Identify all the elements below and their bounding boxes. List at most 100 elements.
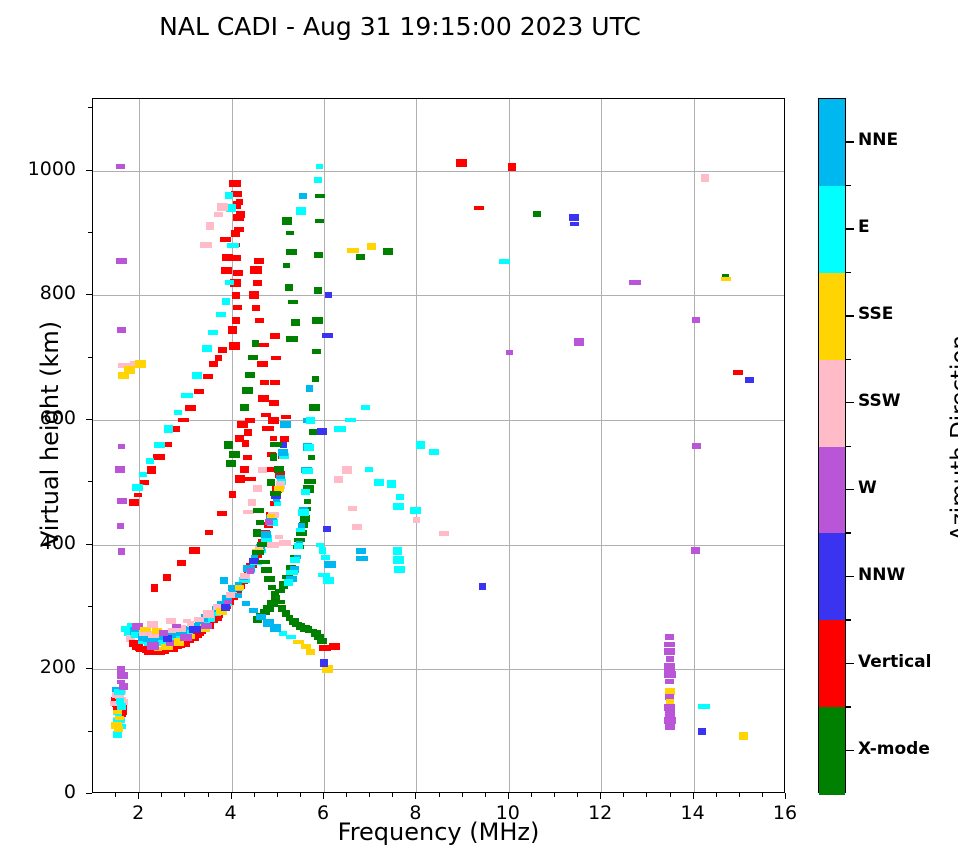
y-tick-label: 800 <box>39 282 76 305</box>
x-axis-title: Frequency (MHz) <box>337 818 540 846</box>
echo-mark <box>263 575 275 582</box>
echo-mark <box>130 626 140 635</box>
echo-mark <box>663 670 676 678</box>
echo-mark <box>171 623 181 628</box>
echo-mark <box>260 413 271 418</box>
colorbar-segment <box>819 99 845 187</box>
echo-mark <box>208 330 219 336</box>
echo-mark <box>151 627 162 634</box>
gridline-horizontal <box>93 420 784 421</box>
colorbar-tick <box>846 402 854 404</box>
echo-mark <box>278 448 289 456</box>
echo-mark <box>286 615 294 622</box>
echo-mark <box>258 343 270 348</box>
echo-mark <box>117 522 125 529</box>
echo-mark <box>232 316 241 324</box>
echo-mark <box>183 618 192 623</box>
echo-mark <box>266 599 278 607</box>
echo-mark <box>241 386 253 394</box>
echo-mark <box>229 179 242 187</box>
echo-mark <box>498 258 510 264</box>
y-tick-minor <box>88 730 92 732</box>
echo-mark <box>182 626 195 631</box>
echo-mark <box>113 730 123 738</box>
echo-mark <box>194 616 205 622</box>
echo-mark <box>131 623 143 631</box>
echo-mark <box>456 159 468 168</box>
echo-mark <box>151 584 159 593</box>
echo-mark <box>267 478 276 486</box>
echo-mark <box>697 728 706 736</box>
colorbar-tick <box>846 228 854 230</box>
echo-mark <box>256 360 268 367</box>
echo-mark <box>240 404 250 412</box>
echo-mark <box>161 442 173 448</box>
echo-mark <box>245 372 256 379</box>
echo-mark <box>386 479 396 488</box>
echo-mark <box>308 429 319 436</box>
x-tick-minor <box>577 793 579 797</box>
echo-mark <box>296 527 306 532</box>
gridline-vertical <box>601 99 603 792</box>
echo-mark <box>188 625 201 633</box>
colorbar-label-nne: NNE <box>858 130 899 151</box>
echo-mark <box>173 637 184 646</box>
x-tick <box>692 793 694 799</box>
echo-mark <box>328 643 340 651</box>
colorbar-label-vertical: Vertical <box>858 651 932 672</box>
x-tick-minor <box>369 793 371 797</box>
colorbar-segment <box>819 707 845 795</box>
echo-mark <box>267 541 280 548</box>
echo-mark <box>274 535 283 540</box>
colorbar-segment <box>819 446 845 534</box>
echo-mark <box>235 435 245 443</box>
echo-mark <box>270 380 281 386</box>
echo-mark <box>361 405 371 411</box>
echo-mark <box>242 600 251 606</box>
echo-mark <box>224 440 234 449</box>
echo-mark <box>348 506 358 512</box>
echo-mark <box>290 557 301 564</box>
echo-mark <box>117 371 129 379</box>
echo-mark <box>147 630 159 638</box>
gridline-vertical <box>139 99 141 792</box>
echo-mark <box>295 207 306 216</box>
echo-mark <box>265 519 274 526</box>
echo-mark <box>275 481 285 490</box>
colorbar-label-sse: SSE <box>858 304 894 325</box>
echo-mark <box>299 514 310 522</box>
echo-mark <box>300 644 311 650</box>
echo-mark <box>260 530 271 538</box>
echo-mark <box>160 643 173 650</box>
echo-mark <box>152 454 165 461</box>
echo-mark <box>282 262 290 268</box>
x-tick-minor <box>530 793 532 797</box>
echo-mark <box>167 628 176 634</box>
echo-mark <box>322 333 334 339</box>
echo-mark <box>225 192 234 200</box>
x-tick-label: 14 <box>680 802 705 824</box>
x-tick <box>138 793 140 799</box>
echo-mark <box>374 478 385 486</box>
x-tick-label: 2 <box>132 802 145 824</box>
x-tick-minor <box>392 793 394 797</box>
echo-mark <box>245 417 256 423</box>
echo-mark <box>220 603 230 611</box>
echo-mark <box>312 348 322 354</box>
x-tick <box>323 793 324 799</box>
echo-mark <box>236 210 246 218</box>
echo-mark <box>700 174 709 183</box>
x-tick-label: 10 <box>495 802 520 824</box>
echo-mark <box>208 360 218 367</box>
echo-mark <box>281 414 292 419</box>
echo-mark <box>201 344 212 352</box>
echo-mark <box>130 361 140 367</box>
echo-mark <box>114 715 124 720</box>
colorbar-segment <box>819 185 845 274</box>
echo-mark <box>233 227 244 233</box>
echo-mark <box>162 573 171 581</box>
y-axis-title: Virtual height (km) <box>36 320 64 548</box>
echo-mark <box>248 557 259 564</box>
echo-mark <box>215 354 223 361</box>
echo-mark <box>294 537 306 542</box>
